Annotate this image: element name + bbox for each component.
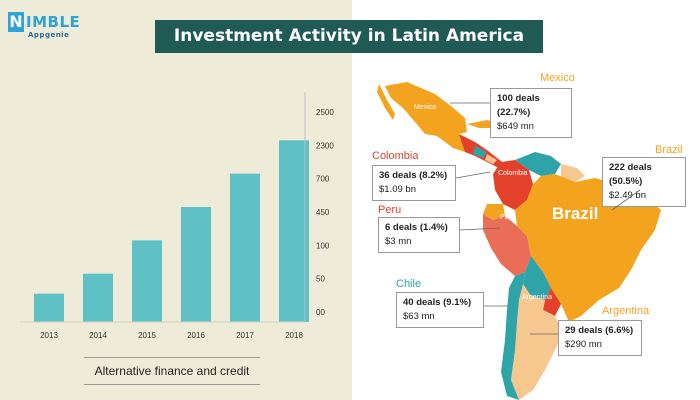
x-axis-caption: Alternative finance and credit — [94, 364, 250, 378]
bar-2018 — [279, 140, 309, 322]
y-tick-label: 00 — [316, 308, 325, 317]
bar-2014 — [83, 273, 113, 322]
callout-peru: 6 deals (1.4%) $3 mn — [378, 217, 460, 253]
map-label-colombia: Colombia — [498, 170, 528, 177]
page-title: Investment Activity in Latin America — [155, 20, 543, 53]
x-tick-label-2013: 2013 — [40, 331, 58, 340]
title-brazil: Brazil — [655, 144, 683, 156]
title-argentina: Argentina — [602, 305, 650, 317]
nimble-appgenie-logo: N IMBLE Appgenie — [8, 8, 128, 44]
callout-brazil: 222 deals (50.5%) $2.49 bn — [602, 157, 686, 207]
title-mexico: Mexico — [540, 72, 575, 84]
map-colombia — [493, 160, 533, 210]
y-tick-label: 50 — [316, 275, 325, 284]
y-tick-label: 700 — [316, 175, 330, 184]
argentina-deals: 29 deals (6.6%) — [565, 325, 634, 336]
colombia-deals: 36 deals (8.2%) — [379, 170, 448, 181]
map-label-argentina: Argentina — [522, 294, 552, 301]
map-central-teal — [473, 146, 487, 158]
title-chile: Chile — [396, 278, 422, 290]
title-colombia: Colombia — [372, 150, 419, 162]
bar-2017 — [230, 173, 260, 322]
brazil-deals: 222 deals (50.5%) — [609, 162, 652, 187]
x-tick-label-2018: 2018 — [285, 331, 303, 340]
y-tick-label: 450 — [316, 208, 330, 217]
logo-name: IMBLE — [26, 13, 81, 31]
map-mexico — [385, 82, 471, 152]
bar-2016 — [181, 207, 211, 322]
bar-chart: 2013 2014 2015 2016 2017 2018 00 50 100 450 700 23… — [20, 92, 334, 340]
argentina-amount: $290 mn — [565, 339, 602, 350]
mexico-amount: $649 mn — [497, 121, 534, 132]
map-venezuela — [515, 152, 561, 176]
brazil-amount: $2.49 bn — [609, 190, 646, 201]
chile-deals: 40 deals (9.1%) — [403, 297, 472, 308]
map-bolivia — [523, 256, 551, 300]
bar-2015 — [132, 240, 162, 322]
x-tick-label-2017: 2017 — [236, 331, 254, 340]
map-ecuador — [483, 204, 505, 220]
map-guianas — [561, 164, 585, 182]
chile-amount: $63 mn — [403, 311, 435, 322]
y-tick-labels: 00 50 100 450 700 2300 2500 — [316, 108, 334, 317]
map-argentina — [511, 284, 563, 400]
mexico-deals: 100 deals (22.7%) — [497, 93, 540, 118]
callout-colombia: 36 deals (8.2%) $1.09 bn — [372, 165, 456, 201]
x-tick-labels: 2013 2014 2015 2016 2017 2018 — [40, 331, 303, 340]
colombia-amount: $1.09 bn — [379, 184, 416, 195]
y-tick-label: 100 — [316, 241, 330, 250]
title-peru: Peru — [378, 204, 402, 216]
bar-2013 — [34, 293, 64, 322]
y-tick-label: 2300 — [316, 141, 334, 150]
peru-deals: 6 deals (1.4%) — [385, 222, 448, 233]
x-tick-label-2014: 2014 — [89, 331, 107, 340]
map-central-light — [485, 154, 497, 164]
x-tick-label-2016: 2016 — [187, 331, 205, 340]
map-chile — [501, 272, 525, 400]
caption-rule-bottom — [84, 384, 260, 385]
callout-mexico: 100 deals (22.7%) $649 mn — [490, 88, 572, 138]
callout-chile: 40 deals (9.1%) $63 mn — [396, 292, 484, 328]
map-baja — [377, 84, 395, 120]
logo-letter: N — [8, 12, 24, 32]
logo-sub: Appgenie — [28, 31, 70, 39]
callout-argentina: 29 deals (6.6%) $290 mn — [558, 320, 642, 356]
map-label-brazil: Brazil — [552, 204, 599, 223]
bars-group — [20, 140, 309, 323]
x-tick-label-2015: 2015 — [138, 331, 156, 340]
caption-rule-top — [84, 357, 260, 358]
y-tick-label: 2500 — [316, 108, 334, 117]
map-paraguay — [543, 288, 561, 316]
map-brazil — [515, 174, 661, 322]
map-label-mexico: Mexico — [414, 104, 437, 111]
peru-amount: $3 mn — [385, 236, 412, 247]
map-label-peru: Peru — [500, 214, 515, 221]
